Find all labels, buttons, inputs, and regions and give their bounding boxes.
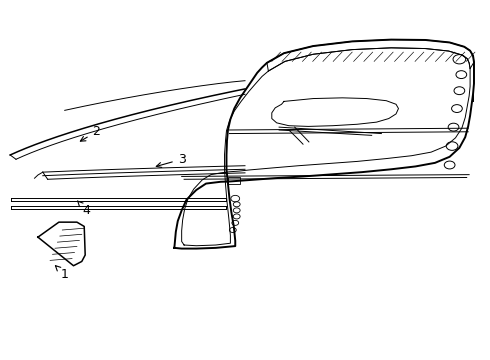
Text: 2: 2 — [80, 125, 100, 141]
Bar — [228, 177, 240, 184]
Text: 1: 1 — [55, 266, 69, 281]
Text: 3: 3 — [156, 153, 186, 167]
Text: 4: 4 — [77, 201, 91, 217]
